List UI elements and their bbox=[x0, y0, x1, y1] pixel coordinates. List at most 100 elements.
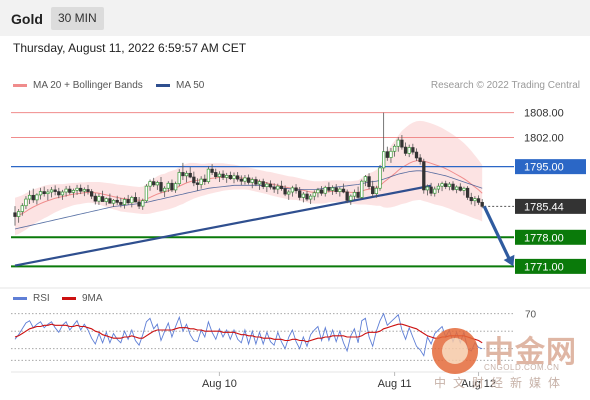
candle-body bbox=[68, 188, 72, 193]
candle bbox=[173, 181, 178, 193]
candle-body bbox=[396, 139, 400, 147]
candle bbox=[356, 186, 360, 199]
candle-body bbox=[75, 187, 79, 191]
candle-body bbox=[141, 200, 145, 207]
candle-body bbox=[476, 198, 481, 203]
x-tick-label: Aug 12 bbox=[461, 378, 496, 390]
candle-body bbox=[221, 173, 225, 178]
candle bbox=[316, 187, 320, 198]
candle bbox=[17, 209, 21, 223]
candle-body bbox=[27, 194, 32, 200]
candle-body bbox=[166, 182, 170, 189]
candle bbox=[250, 177, 254, 189]
candle bbox=[68, 185, 72, 195]
candle bbox=[155, 180, 160, 190]
candle-body bbox=[265, 183, 269, 187]
candle-body bbox=[360, 180, 364, 198]
candle-body bbox=[170, 182, 174, 191]
candle-body bbox=[181, 172, 185, 177]
candle bbox=[392, 144, 397, 157]
candle-body bbox=[93, 195, 97, 202]
candle-body bbox=[159, 182, 163, 192]
candle-body bbox=[323, 187, 327, 194]
candle bbox=[71, 188, 76, 198]
candle-body bbox=[243, 177, 247, 182]
candle bbox=[279, 180, 284, 191]
candle-body bbox=[338, 188, 342, 192]
candle-body bbox=[455, 186, 459, 190]
candle bbox=[334, 184, 338, 195]
candle-body bbox=[276, 185, 280, 190]
candle-body bbox=[104, 198, 108, 202]
candle-body bbox=[184, 172, 189, 177]
candle-body bbox=[108, 198, 112, 204]
candle bbox=[385, 146, 389, 161]
x-tick-label: Aug 10 bbox=[202, 378, 237, 390]
candle-body bbox=[42, 191, 46, 195]
rsi-series-rsi bbox=[14, 312, 483, 357]
candle-body bbox=[239, 178, 243, 182]
candle bbox=[261, 178, 265, 190]
candle-body bbox=[49, 189, 54, 193]
rsi-tick-label: 70 bbox=[525, 310, 537, 321]
candle-body bbox=[294, 187, 298, 192]
candle bbox=[100, 190, 105, 202]
candle bbox=[440, 181, 444, 192]
legend-item-9ma: 9MA bbox=[62, 293, 103, 304]
candle bbox=[115, 195, 119, 205]
level-1785-44-label: 1785.44 bbox=[524, 201, 564, 213]
research-credit: Research © 2022 Trading Central bbox=[430, 80, 580, 91]
candle bbox=[239, 175, 243, 185]
candle-body bbox=[272, 186, 276, 190]
candle-body bbox=[385, 151, 389, 158]
candle bbox=[480, 199, 484, 209]
candle-body bbox=[86, 189, 90, 192]
candle-body bbox=[301, 193, 305, 198]
watermark-subtitle: 中文财经新媒体 bbox=[434, 376, 568, 390]
candle-body bbox=[349, 195, 353, 201]
candle-body bbox=[144, 185, 149, 202]
candle bbox=[465, 186, 470, 200]
candle bbox=[236, 172, 240, 182]
candle bbox=[122, 197, 127, 209]
candle bbox=[367, 173, 371, 190]
candle bbox=[144, 184, 149, 203]
candle-body bbox=[433, 188, 437, 194]
candle bbox=[163, 186, 167, 197]
candle bbox=[206, 166, 211, 184]
candle-body bbox=[473, 198, 477, 202]
candle bbox=[290, 185, 295, 197]
candle bbox=[371, 180, 375, 197]
candle-body bbox=[341, 188, 346, 193]
candle bbox=[265, 182, 269, 192]
candle-body bbox=[389, 150, 393, 158]
legend-label-ma50: MA 50 bbox=[176, 80, 205, 91]
candle-body bbox=[53, 189, 57, 192]
candle bbox=[257, 179, 262, 190]
timeframe-button[interactable]: 30 MIN bbox=[51, 7, 104, 30]
candle-body bbox=[327, 187, 331, 191]
legend-label-rsi: RSI bbox=[33, 293, 50, 304]
candle bbox=[319, 186, 324, 196]
candle-body bbox=[192, 176, 196, 184]
candle-body bbox=[418, 157, 422, 163]
candle-body bbox=[122, 199, 127, 205]
rsi-panel: 70 bbox=[11, 310, 537, 361]
price-levels bbox=[11, 112, 514, 268]
level-labels: 1808.00 1802.00 1795.00 1785.44 1778.00 1771.… bbox=[515, 108, 586, 274]
candle bbox=[341, 183, 346, 194]
candle bbox=[396, 137, 400, 152]
candle-body bbox=[316, 189, 320, 194]
candle bbox=[422, 158, 426, 194]
candle bbox=[382, 112, 386, 172]
candle bbox=[130, 195, 134, 208]
candles bbox=[13, 112, 484, 226]
candle-body bbox=[374, 187, 378, 195]
candle bbox=[389, 147, 393, 163]
level-1802-00-label: 1802.00 bbox=[524, 133, 564, 145]
header-bar: Gold 30 MIN bbox=[0, 0, 590, 36]
candle bbox=[188, 167, 192, 179]
grid bbox=[0, 287, 590, 373]
candle-body bbox=[82, 189, 87, 192]
candle-body bbox=[64, 188, 68, 193]
